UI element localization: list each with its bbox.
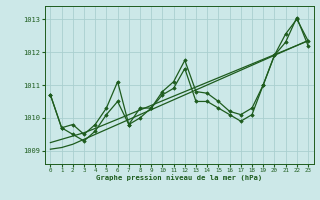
X-axis label: Graphe pression niveau de la mer (hPa): Graphe pression niveau de la mer (hPa) — [96, 175, 262, 181]
